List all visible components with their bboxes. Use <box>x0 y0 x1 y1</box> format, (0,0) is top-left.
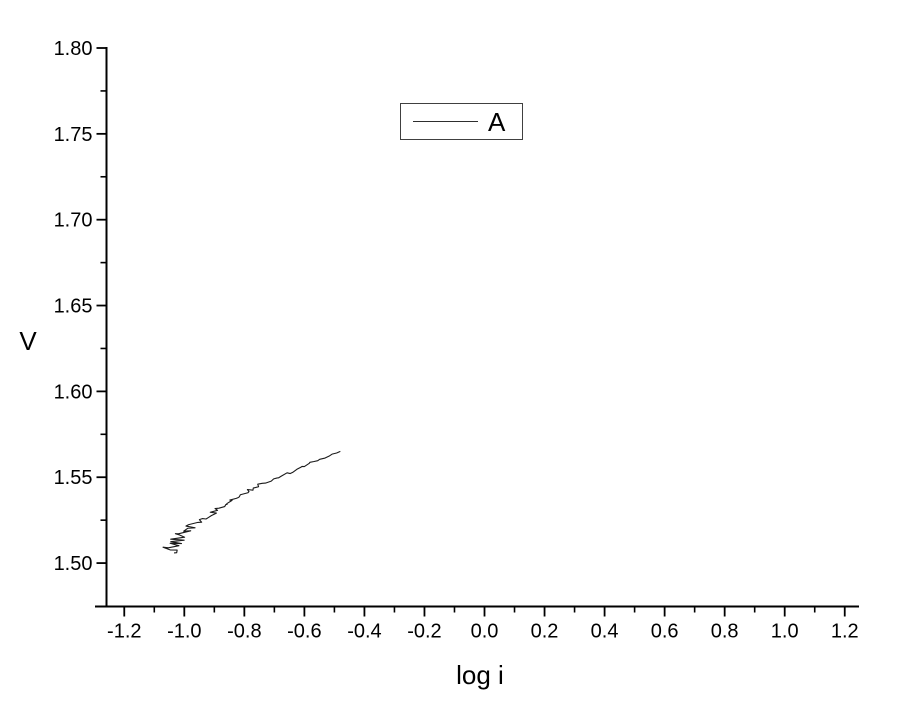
x-tick-label: 1.2 <box>831 621 859 643</box>
y-tick-label: 1.70 <box>54 210 93 232</box>
x-tick-label: 0.8 <box>711 621 739 643</box>
x-tick-label: 0.4 <box>591 621 619 643</box>
x-tick-label: 1.0 <box>771 621 799 643</box>
series-curve-A <box>162 450 341 554</box>
x-tick-label: -0.6 <box>287 621 321 643</box>
x-tick-label: -1.0 <box>167 621 201 643</box>
y-tick-label: 1.80 <box>54 38 93 60</box>
x-tick-label: 0.2 <box>531 621 559 643</box>
y-tick-label: 1.75 <box>54 124 93 146</box>
y-tick-label: 1.55 <box>54 467 93 489</box>
x-axis-title: log i <box>456 660 504 690</box>
legend-box: A <box>400 103 523 140</box>
y-tick-label: 1.60 <box>54 381 93 403</box>
x-tick-label: -0.4 <box>347 621 381 643</box>
x-tick-label: 0.0 <box>471 621 499 643</box>
x-tick-label: -0.8 <box>227 621 261 643</box>
legend-line-sample <box>413 121 478 122</box>
y-axis-title: V <box>19 326 37 356</box>
y-tick-label: 1.65 <box>54 296 93 318</box>
x-tick-label: -1.2 <box>107 621 141 643</box>
x-tick-label: -0.2 <box>407 621 441 643</box>
x-tick-label: 0.6 <box>651 621 679 643</box>
legend-series-label: A <box>488 106 506 137</box>
y-tick-label: 1.50 <box>54 553 93 575</box>
